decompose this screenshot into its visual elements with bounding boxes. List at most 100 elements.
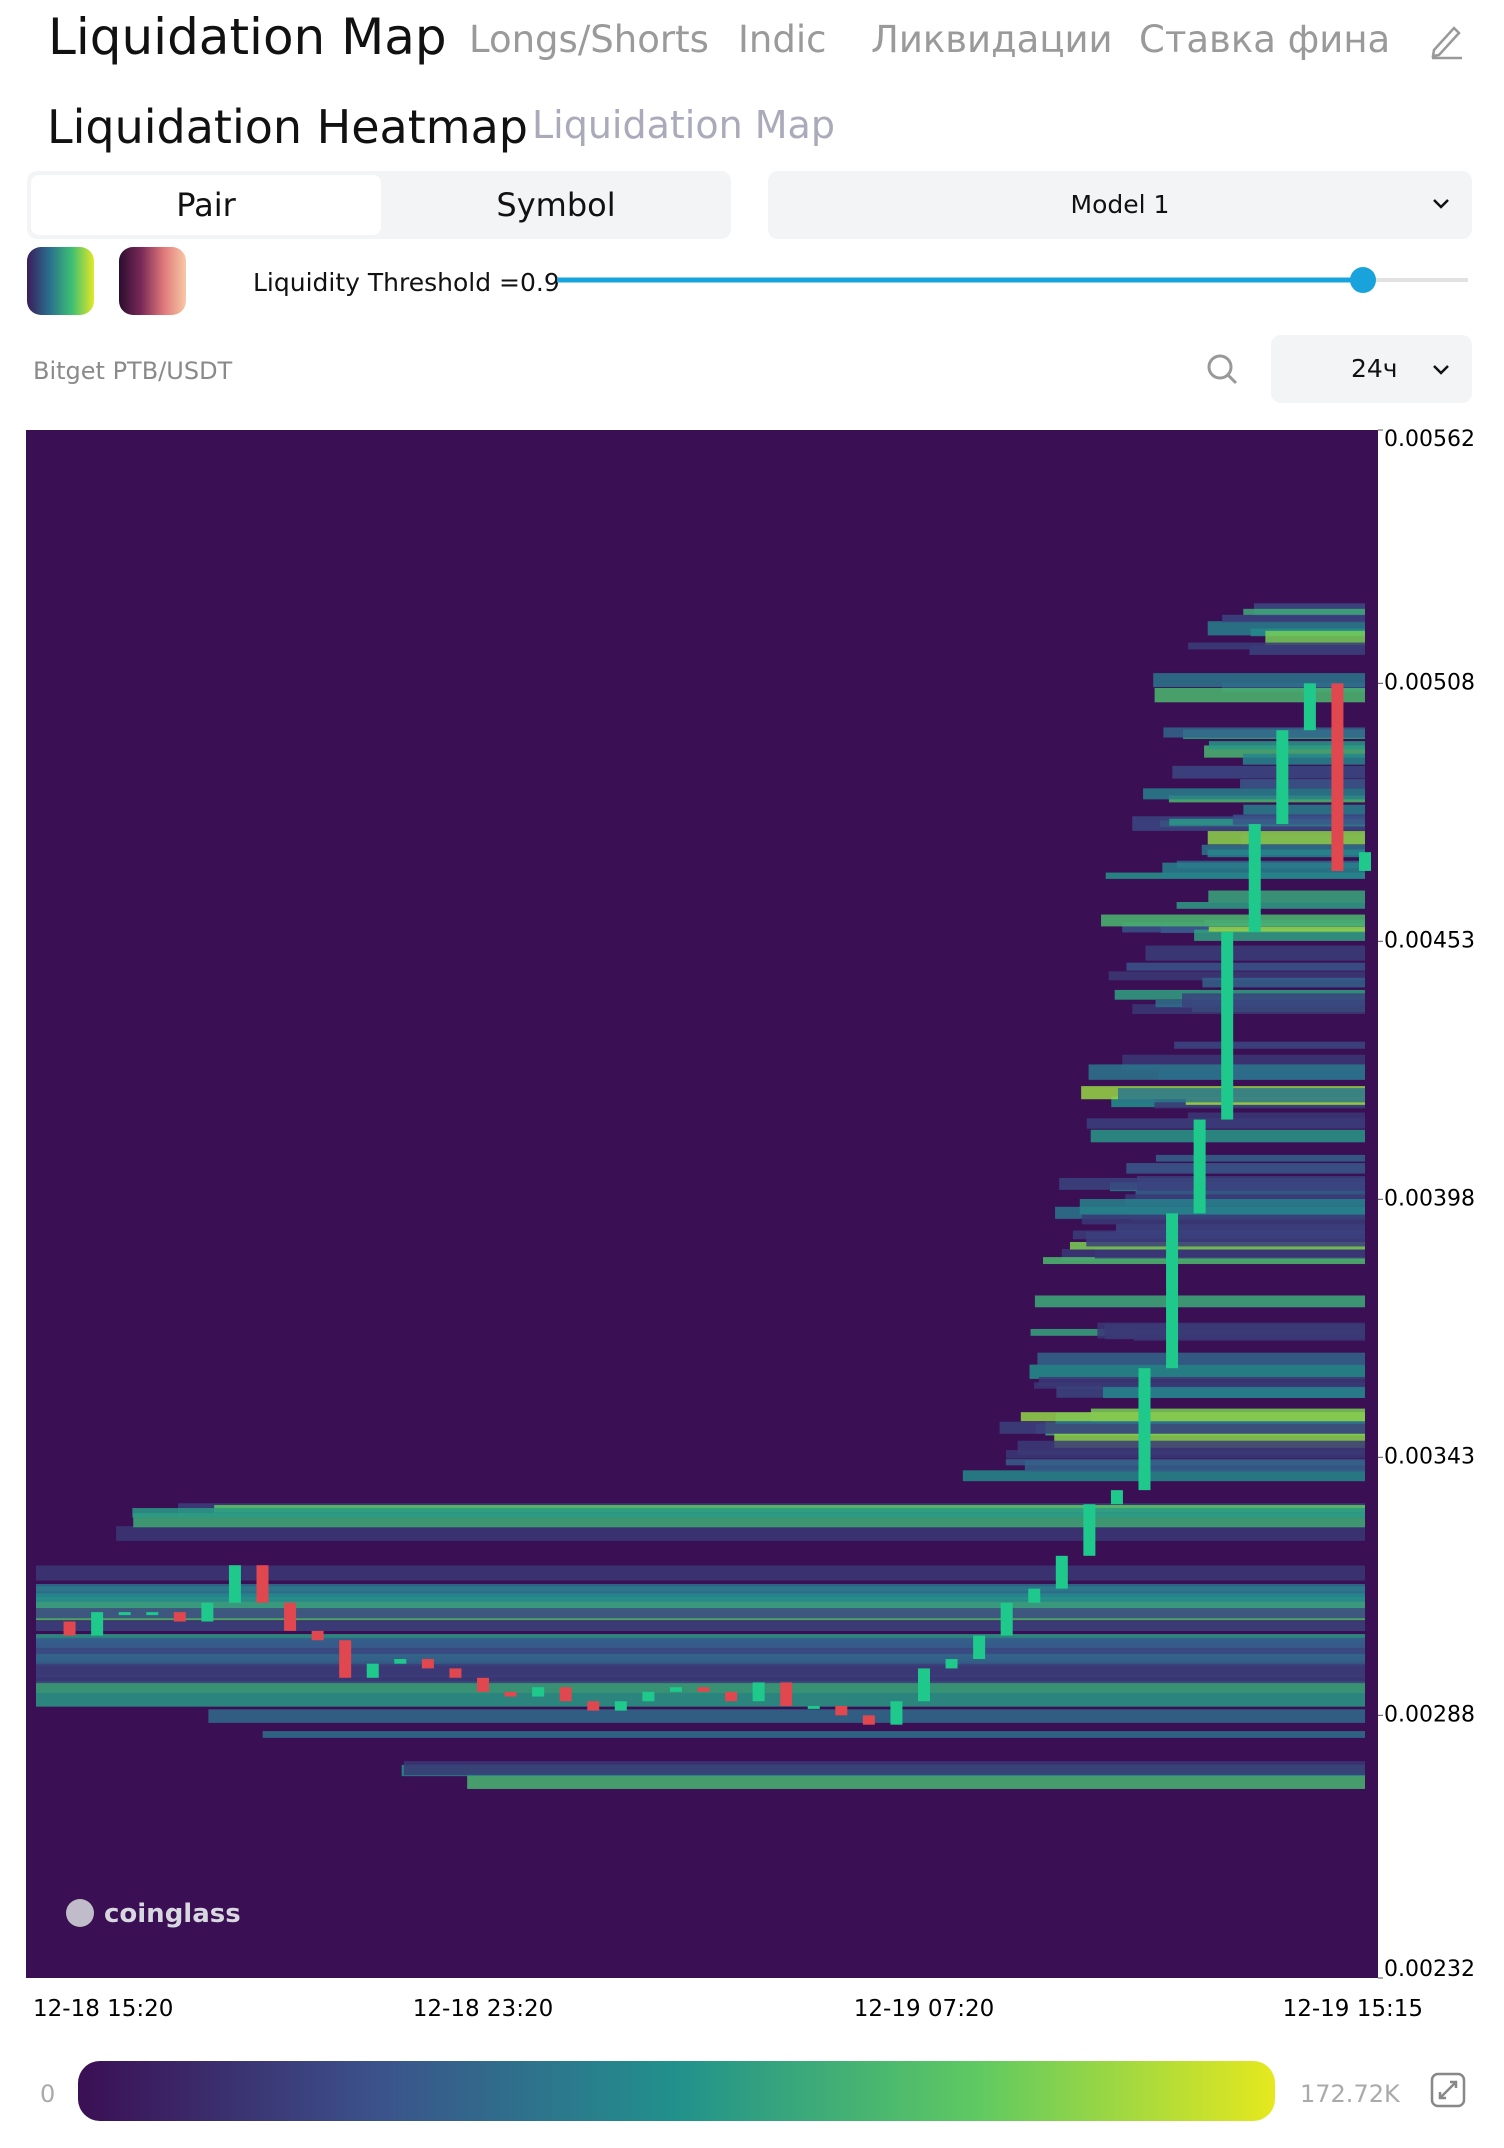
heat-band [36, 1597, 1365, 1609]
heat-band [1243, 608, 1365, 616]
heat-band [1117, 1088, 1365, 1103]
candle [780, 1682, 793, 1706]
candle [256, 1565, 269, 1603]
heat-band [1174, 1041, 1365, 1049]
threshold-label: Liquidity Threshold =0.9 [253, 268, 560, 297]
heat-band [132, 1508, 1366, 1518]
x-tick-label: 12-19 15:15 [1283, 1996, 1423, 2022]
candle [1193, 1119, 1206, 1214]
heat-band [36, 1565, 1365, 1581]
select-value: 24ч [1351, 354, 1398, 383]
colorbar-min: 0 [40, 2080, 55, 2108]
candle [284, 1602, 297, 1631]
segment-active [31, 175, 381, 235]
y-tick-label: 0.00453 [1384, 928, 1475, 953]
heat-band [1038, 1376, 1365, 1387]
candle [532, 1687, 545, 1697]
heat-band [1188, 642, 1365, 650]
candle [587, 1701, 600, 1711]
candle [1303, 683, 1316, 731]
edit-icon[interactable] [1428, 20, 1464, 60]
candle [1276, 730, 1289, 825]
chevron [1433, 199, 1449, 209]
expand-icon[interactable] [1430, 2072, 1466, 2108]
heat-band [1187, 1112, 1365, 1119]
candle [228, 1565, 241, 1603]
candle [807, 1705, 820, 1709]
palette-swatch[interactable] [119, 247, 186, 315]
candle [559, 1687, 572, 1702]
expand-frame [1430, 2072, 1466, 2108]
heat-band [962, 1470, 1365, 1482]
heat-band [1208, 923, 1365, 932]
search-icon[interactable] [1205, 352, 1239, 388]
heat-band [1163, 727, 1365, 738]
threshold-slider[interactable] [555, 265, 1470, 295]
palette-swatch[interactable] [27, 247, 94, 315]
heat-band [36, 1621, 1365, 1632]
candle [118, 1612, 131, 1616]
nav-tab[interactable]: Longs/Shorts [469, 18, 709, 61]
heat-band [1097, 1322, 1365, 1339]
candle [697, 1687, 710, 1692]
nav-tab[interactable]: Ставка финан [1139, 18, 1391, 61]
chevron [1433, 365, 1449, 375]
candle [752, 1682, 765, 1702]
segment[interactable]: Symbol [496, 186, 616, 224]
heat-band [36, 1671, 1365, 1684]
candle [311, 1630, 324, 1641]
heat-band [467, 1773, 1365, 1789]
candle [146, 1612, 159, 1616]
heat-band [36, 1634, 1365, 1642]
heat-band [1135, 1188, 1365, 1199]
candle [504, 1691, 517, 1697]
y-tick-label: 0.00343 [1384, 1444, 1475, 1469]
candle [918, 1668, 930, 1702]
heat-band [1143, 788, 1365, 800]
heat-band [1232, 814, 1365, 825]
segment-control: Pair Symbol [27, 171, 731, 239]
candle [1110, 1490, 1123, 1505]
x-tick-label: 12-18 15:20 [33, 1996, 173, 2022]
candle [1359, 852, 1371, 871]
heat-band [1249, 645, 1365, 655]
y-tick-label: 0.00232 [1384, 1957, 1475, 1982]
candle [449, 1668, 462, 1678]
segment[interactable]: Pair [176, 186, 236, 224]
subnav-tab[interactable]: Liquidation Map [532, 103, 835, 147]
heat-band [1086, 1118, 1365, 1129]
heat-band [1194, 929, 1365, 941]
y-tick-label: 0.00398 [1384, 1186, 1475, 1211]
candle [1055, 1555, 1068, 1589]
heat-band [1115, 1223, 1365, 1235]
nav-tab[interactable]: Indic [738, 18, 827, 61]
heat-band [1176, 901, 1365, 909]
heat-band [1090, 1129, 1365, 1143]
heat-band [36, 1638, 1365, 1649]
heat-band [36, 1593, 1365, 1602]
app-title: Liquidation Map [48, 8, 447, 66]
heat-band [403, 1761, 1365, 1776]
x-tick-label: 12-19 07:20 [854, 1996, 994, 2022]
x-tick-label: 12-18 23:20 [413, 1996, 553, 2022]
candle [835, 1705, 848, 1716]
heat-band [1240, 779, 1365, 789]
heat-band [1101, 914, 1365, 927]
model-select[interactable]: Model 1 [768, 171, 1472, 239]
interval-select[interactable]: 24ч [1271, 335, 1472, 403]
heat-band [1132, 1004, 1365, 1014]
candle [669, 1687, 682, 1692]
heat-band [1029, 1364, 1365, 1379]
heat-band [1145, 945, 1365, 961]
heat-band [1208, 890, 1365, 903]
candle [614, 1701, 627, 1711]
nav-tab[interactable]: Ликвидации [871, 18, 1113, 61]
y-tick-label: 0.00288 [1384, 1702, 1475, 1727]
y-tick-label: 0.00562 [1384, 427, 1475, 452]
heat-band [1081, 1214, 1365, 1225]
pair-label: Bitget PTB/USDT [33, 357, 233, 385]
heat-band [1207, 849, 1365, 858]
subnav-active[interactable]: Liquidation Heatmap [47, 100, 528, 154]
